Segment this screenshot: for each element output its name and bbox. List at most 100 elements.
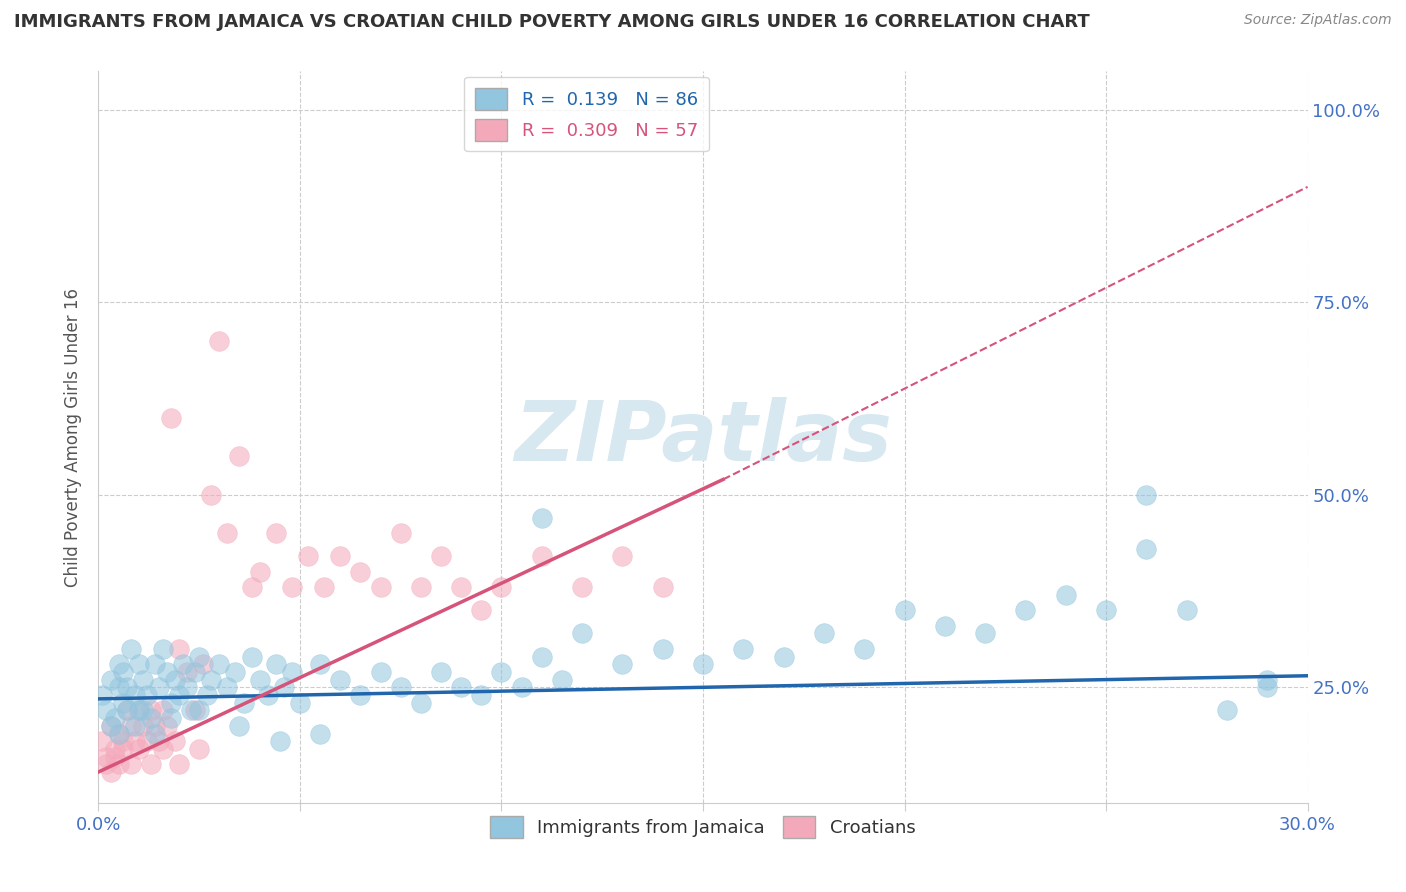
Point [195,688,218,702]
Point [124,719,146,733]
Point [217,681,239,695]
Point [132,703,155,717]
Point [450,580,472,594]
Point [217,526,239,541]
Point [651,580,673,594]
Point [269,734,291,748]
Point [167,757,190,772]
Point [160,711,183,725]
Text: Source: ZipAtlas.com: Source: ZipAtlas.com [1244,13,1392,28]
Point [329,673,352,687]
Point [128,742,150,756]
Point [200,488,222,502]
Point [100,764,122,779]
Point [409,696,432,710]
Point [188,649,211,664]
Point [156,719,179,733]
Point [156,665,179,679]
Point [152,742,174,756]
Point [120,641,142,656]
Point [409,580,432,594]
Point [111,734,134,748]
Point [370,665,392,679]
Point [288,696,311,710]
Point [103,742,125,756]
Point [172,657,194,672]
Point [103,749,125,764]
Point [111,742,134,756]
Point [152,641,174,656]
Point [530,649,553,664]
Point [139,757,162,772]
Point [264,657,287,672]
Point [1014,603,1036,617]
Point [281,665,304,679]
Point [228,719,250,733]
Point [143,719,166,733]
Point [163,673,186,687]
Point [281,580,304,594]
Point [184,703,207,717]
Point [240,649,263,664]
Point [128,703,150,717]
Point [510,681,533,695]
Point [389,681,412,695]
Point [132,673,155,687]
Point [107,757,129,772]
Point [111,696,134,710]
Point [132,719,155,733]
Point [893,603,915,617]
Point [180,703,202,717]
Point [100,673,122,687]
Point [160,410,183,425]
Point [1054,588,1077,602]
Point [1256,681,1278,695]
Point [470,603,492,617]
Point [115,703,138,717]
Point [96,703,118,717]
Point [176,665,198,679]
Point [249,673,271,687]
Point [128,657,150,672]
Point [309,726,332,740]
Point [1135,488,1157,502]
Point [612,549,634,564]
Point [297,549,319,564]
Point [349,565,371,579]
Point [349,688,371,702]
Point [314,580,336,594]
Point [176,681,198,695]
Point [208,657,231,672]
Point [188,742,211,756]
Point [120,719,142,733]
Point [450,681,472,695]
Point [115,681,138,695]
Point [143,726,166,740]
Point [733,641,755,656]
Point [273,681,295,695]
Text: IMMIGRANTS FROM JAMAICA VS CROATIAN CHILD POVERTY AMONG GIRLS UNDER 16 CORRELATI: IMMIGRANTS FROM JAMAICA VS CROATIAN CHIL… [14,13,1090,31]
Point [228,450,250,464]
Point [163,734,186,748]
Point [934,618,956,632]
Point [813,626,835,640]
Point [152,703,174,717]
Point [148,734,170,748]
Point [143,657,166,672]
Point [91,688,114,702]
Point [389,526,412,541]
Point [135,734,157,748]
Point [309,657,332,672]
Point [115,703,138,717]
Point [530,511,553,525]
Point [111,665,134,679]
Point [139,711,162,725]
Point [232,696,254,710]
Point [188,703,211,717]
Point [208,334,231,348]
Point [571,580,593,594]
Text: ZIPatlas: ZIPatlas [515,397,891,477]
Point [571,626,593,640]
Point [91,734,114,748]
Point [249,565,271,579]
